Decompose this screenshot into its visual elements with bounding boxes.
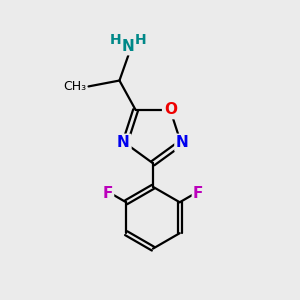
Text: N: N	[176, 135, 189, 150]
Text: O: O	[164, 103, 177, 118]
Text: F: F	[193, 186, 203, 201]
Text: H: H	[135, 33, 146, 47]
Text: CH₃: CH₃	[63, 80, 86, 93]
Text: F: F	[103, 186, 113, 201]
Text: N: N	[117, 135, 130, 150]
Text: N: N	[122, 39, 135, 54]
Text: H: H	[110, 33, 122, 47]
